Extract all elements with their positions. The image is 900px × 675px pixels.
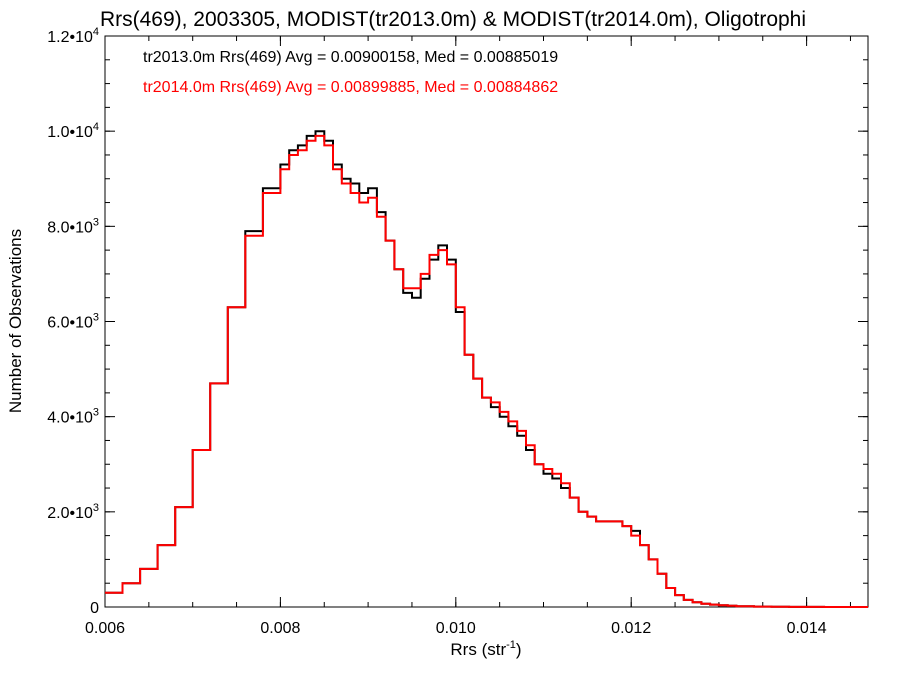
series-line-1 (105, 134, 868, 608)
x-tick-label: 0.012 (611, 620, 651, 637)
chart-title: Rrs(469), 2003305, MODIST(tr2013.0m) & M… (100, 8, 806, 31)
legend-entry-tr2014: tr2014.0m Rrs(469) Avg = 0.00899885, Med… (143, 79, 558, 96)
y-tick-label: 0 (90, 600, 99, 617)
y-tick-label: 4.0•103 (47, 407, 99, 427)
series-line-0 (105, 130, 868, 608)
y-tick-label: 1.0•104 (47, 121, 99, 141)
series-layer (105, 130, 868, 608)
x-axis-label: Rrs (str-1) (450, 639, 521, 659)
y-tick-label: 2.0•103 (47, 502, 99, 522)
x-tick-label: 0.010 (436, 620, 476, 637)
y-axis-label: Number of Observations (6, 229, 25, 413)
y-tick-label: 6.0•103 (47, 312, 99, 332)
axis-ticks: 0.006 0.008 0.010 0.012 0.014 0 2.0•103 4.0•103… (47, 26, 868, 637)
plot-frame (104, 35, 869, 608)
x-tick-label: 0.014 (787, 620, 827, 637)
y-tick-label: 1.2•104 (47, 26, 99, 46)
legend-entry-tr2013: tr2013.0m Rrs(469) Avg = 0.00900158, Med… (143, 49, 558, 66)
x-tick-label: 0.008 (260, 620, 300, 637)
x-tick-label: 0.006 (85, 620, 125, 637)
y-tick-label: 8.0•103 (47, 216, 99, 236)
